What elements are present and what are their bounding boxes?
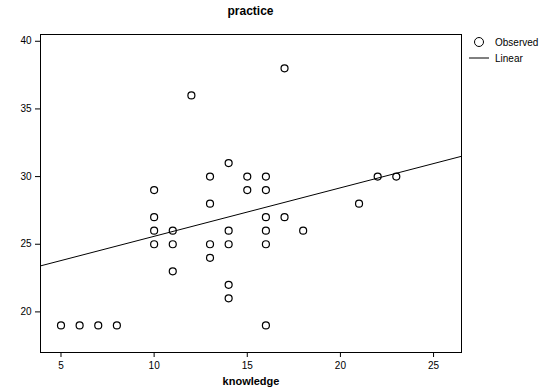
html-text:Linear: Linear [495, 52, 523, 64]
svg-text:25: 25 [20, 238, 32, 249]
svg-text:25: 25 [428, 360, 440, 371]
svg-text:20: 20 [20, 306, 32, 317]
svg-text:knowledge: knowledge [223, 375, 280, 387]
svg-text:35: 35 [20, 103, 32, 114]
svg-text:10: 10 [149, 360, 161, 371]
svg-text:20: 20 [335, 360, 347, 371]
svg-text:40: 40 [20, 35, 32, 46]
html-text:Observed: Observed [495, 36, 539, 48]
html-text:practice: practice [227, 4, 274, 18]
svg-text:5: 5 [58, 360, 64, 371]
svg-text:15: 15 [242, 360, 254, 371]
svg-text:30: 30 [20, 171, 32, 182]
